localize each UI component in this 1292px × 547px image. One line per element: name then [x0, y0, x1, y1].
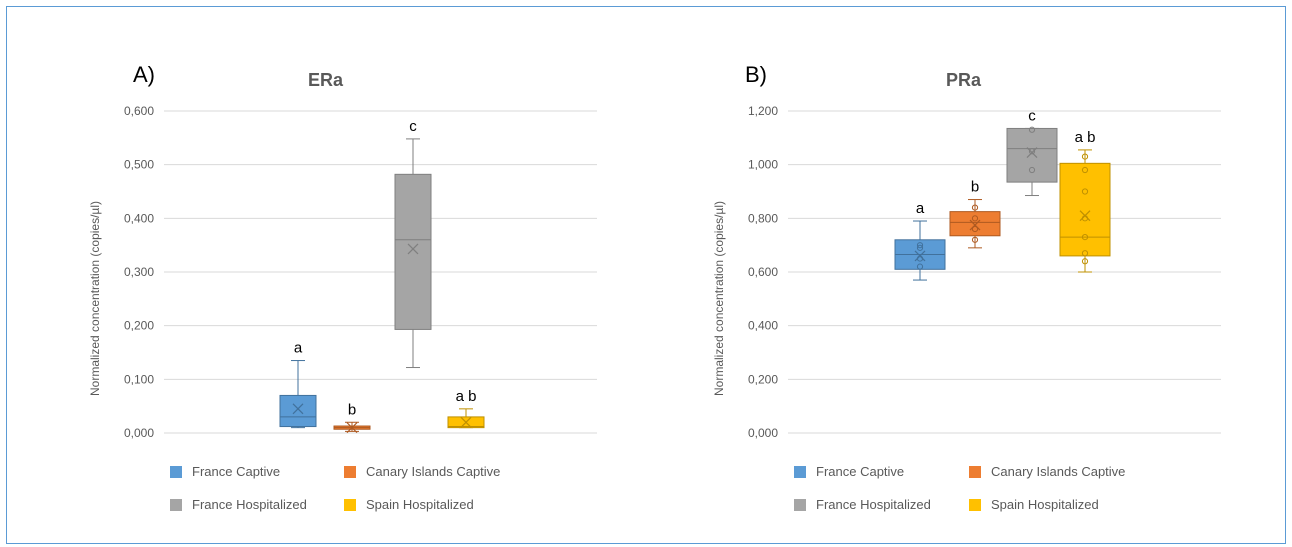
- point-b-1-0: [971, 236, 979, 243]
- box-b-2: [1006, 127, 1058, 183]
- ytick-label-b-5: 1,000: [748, 158, 778, 172]
- ytick-label-a-1: 0,100: [124, 372, 154, 386]
- ytick-label-b-3: 0,600: [748, 265, 778, 279]
- point-b-2-2: [1028, 126, 1036, 133]
- point-b-3-2: [1081, 234, 1089, 241]
- point-b-3-5: [1081, 166, 1089, 174]
- mean-marker-a-3-2: [460, 416, 472, 428]
- point-b-1-2: [971, 215, 979, 222]
- box-a-2: [394, 173, 432, 330]
- ytick-label-a-4: 0,400: [124, 211, 154, 225]
- significance-letter-b-2: c: [1028, 107, 1036, 124]
- ytick-label-a-3: 0,300: [124, 265, 154, 279]
- panel-a-label: A): [133, 62, 155, 87]
- legend-label: France Hospitalized: [816, 497, 931, 512]
- legend-label: Spain Hospitalized: [366, 497, 474, 512]
- significance-letter-a-2: c: [409, 118, 417, 135]
- legend-label: France Captive: [192, 464, 281, 479]
- ytick-label-b-6: 1,200: [748, 104, 778, 118]
- mean-marker-b-1-2: [969, 219, 981, 231]
- chart-a-title: ERa: [308, 70, 344, 90]
- legend-a-france-hospitalized: France Hospitalized: [170, 497, 307, 512]
- significance-letter-b-3: a b: [1075, 129, 1096, 146]
- legend-b-france-hospitalized: France Hospitalized: [794, 497, 931, 512]
- legend-b-canary-captive: Canary Islands Captive: [969, 464, 1125, 479]
- point-b-1-3: [971, 204, 979, 211]
- significance-letter-b-0: a: [916, 200, 925, 217]
- significance-letter-a-3: a b: [456, 388, 477, 405]
- point-b-3-0: [1081, 258, 1089, 265]
- legend-swatch: [170, 498, 182, 511]
- legend-label: France Hospitalized: [192, 497, 307, 512]
- point-b-1-1: [971, 225, 979, 233]
- point-b-0-3: [916, 242, 924, 249]
- figure-frame: [6, 6, 1286, 544]
- legend-swatch: [344, 465, 356, 478]
- panel-b-label: B): [745, 62, 767, 87]
- mean-marker-a-1-2: [346, 422, 358, 434]
- ytick-label-a-2: 0,200: [124, 319, 154, 333]
- mean-marker-b-3-2: [1079, 210, 1091, 222]
- legend-swatch: [794, 498, 806, 511]
- ytick-label-b-0: 0,000: [748, 426, 778, 440]
- ytick-label-a-0: 0,000: [124, 426, 154, 440]
- point-b-2-0: [1028, 166, 1036, 174]
- box-a-0: [279, 394, 317, 428]
- significance-letter-b-1: b: [971, 179, 979, 196]
- mean-marker-a-2-2: [407, 243, 419, 255]
- point-b-3-6: [1081, 153, 1089, 160]
- legend-a-canary-captive: Canary Islands Captive: [344, 464, 500, 479]
- legend-swatch: [344, 498, 356, 511]
- ytick-label-a-5: 0,500: [124, 158, 154, 172]
- point-b-3-1: [1081, 250, 1089, 257]
- mean-marker-b-2-2: [1026, 147, 1038, 159]
- ytick-label-b-4: 0,800: [748, 211, 778, 225]
- legend-swatch: [794, 465, 806, 478]
- point-b-0-0: [916, 263, 924, 270]
- legend-swatch: [170, 465, 182, 478]
- chart-b-title: PRa: [946, 70, 982, 90]
- legend-b-spain-hospitalized: Spain Hospitalized: [969, 497, 1099, 512]
- ytick-label-b-1: 0,200: [748, 372, 778, 386]
- significance-letter-a-0: a: [294, 340, 303, 357]
- legend-b-france-captive: France Captive: [794, 464, 904, 479]
- legend-a-spain-hospitalized: Spain Hospitalized: [344, 497, 474, 512]
- box-b-3: [1059, 162, 1111, 257]
- significance-letter-a-1: b: [348, 401, 356, 418]
- legend-label: Canary Islands Captive: [991, 464, 1126, 479]
- legend-label: France Captive: [816, 464, 905, 479]
- legend-label: Canary Islands Captive: [366, 464, 501, 479]
- mean-marker-b-0-2: [914, 250, 926, 262]
- legend-swatch: [969, 465, 981, 478]
- point-b-2-1: [1028, 148, 1036, 155]
- legend-swatch: [969, 498, 981, 511]
- ytick-label-b-2: 0,400: [748, 319, 778, 333]
- point-b-0-2: [916, 244, 924, 251]
- legend-a-france-captive: France Captive: [170, 464, 280, 479]
- point-b-3-4: [1081, 188, 1089, 195]
- ytick-label-a-6: 0,600: [124, 104, 154, 118]
- mean-marker-a-0-2: [292, 403, 304, 415]
- legend-label: Spain Hospitalized: [991, 497, 1099, 512]
